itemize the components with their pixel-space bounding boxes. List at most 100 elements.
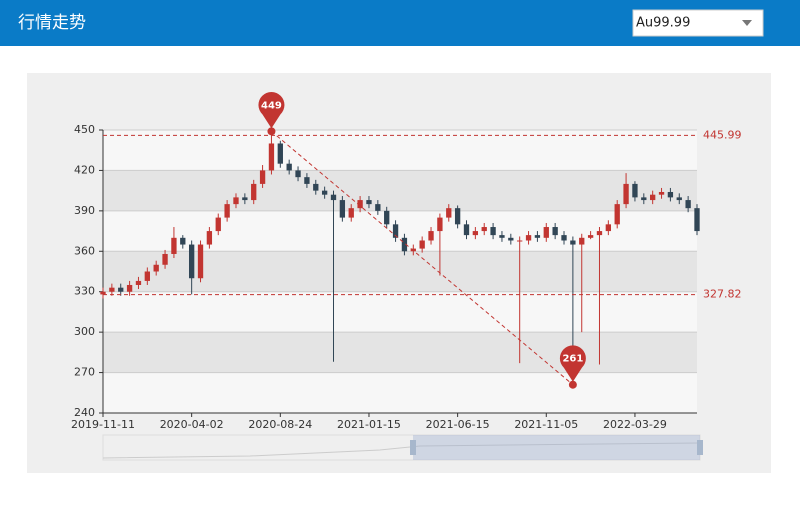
candle-body — [685, 200, 691, 209]
x-tick-label: 2022-03-29 — [603, 418, 667, 431]
candle-body — [490, 227, 496, 236]
candle-body — [162, 253, 168, 265]
candle-body — [641, 197, 647, 201]
candle-body — [251, 183, 257, 201]
zoom-handle[interactable] — [697, 440, 703, 455]
candle-body — [428, 231, 434, 241]
candle-body — [454, 208, 461, 225]
dropdown[interactable] — [632, 9, 764, 37]
candle-body — [375, 204, 381, 211]
candle-body — [286, 163, 292, 171]
mark-dot — [267, 127, 276, 136]
candle-body — [658, 191, 665, 195]
candle-body — [153, 264, 159, 272]
dropdown-value[interactable]: Au99.99 — [636, 16, 690, 31]
y-tick-label: 270 — [74, 366, 95, 379]
mark-line-label: 327.82 — [703, 288, 742, 301]
y-tick-label: 450 — [74, 123, 95, 136]
y-tick-label: 300 — [74, 325, 95, 338]
candle-body — [525, 235, 532, 241]
candle-body — [463, 224, 470, 236]
candle-body — [321, 190, 328, 195]
candle-body — [268, 143, 275, 171]
y-tick-label: 420 — [74, 163, 95, 176]
candle-body — [171, 237, 177, 254]
candle-body — [632, 183, 638, 198]
candle-body — [472, 231, 479, 236]
mark-pin-label: 449 — [261, 100, 282, 111]
candle-body — [579, 237, 585, 245]
candle-body — [667, 191, 674, 198]
y-tick-label: 330 — [74, 285, 95, 298]
candle-body — [330, 194, 337, 201]
candle-body — [543, 227, 549, 238]
candle-body — [561, 235, 567, 241]
x-tick-label: 2020-04-02 — [160, 418, 224, 431]
candle-body — [517, 240, 523, 242]
x-tick-label: 2019-11-11 — [71, 418, 135, 431]
candle-body — [242, 197, 248, 201]
candle-body — [437, 217, 443, 232]
candle-body — [366, 200, 372, 205]
candle-body — [605, 224, 612, 232]
candle-body — [419, 240, 425, 249]
candle-body — [499, 235, 505, 238]
candle-body — [144, 271, 150, 281]
candle-body — [118, 287, 124, 292]
mark-pin — [559, 345, 586, 382]
zoom-handle[interactable] — [410, 440, 416, 455]
candle-body — [215, 217, 221, 232]
candle-body — [295, 170, 301, 178]
candle-body — [109, 287, 115, 292]
mark-pin-label: 261 — [562, 354, 583, 365]
header-title: 行情走势 — [18, 13, 86, 33]
candle-body — [357, 200, 363, 209]
candle-body — [384, 210, 390, 225]
candle-body — [188, 244, 195, 279]
zoom-shadow — [102, 442, 701, 459]
candle-body — [401, 237, 408, 252]
candle-body — [233, 197, 239, 205]
candle-body — [676, 197, 682, 201]
candle-body — [596, 231, 603, 236]
trend-line — [271, 130, 574, 386]
candle-body — [650, 194, 656, 201]
grid-band — [103, 170, 697, 211]
candle-body — [348, 208, 354, 218]
x-tick-label: 2021-11-05 — [514, 418, 578, 431]
candle-body — [481, 227, 487, 232]
grid-band — [103, 332, 697, 373]
candle-body — [126, 284, 133, 292]
mark-dot — [568, 380, 577, 389]
candle-body — [392, 224, 399, 238]
candle-body — [197, 244, 204, 279]
candle-body — [623, 183, 629, 205]
candle-body — [224, 204, 230, 218]
mark-line-label: 445.99 — [703, 128, 742, 141]
candle-body — [180, 237, 186, 245]
candle-body — [534, 235, 541, 238]
candle-body — [277, 143, 283, 164]
mark-pin — [258, 91, 285, 129]
y-tick-label: 360 — [74, 244, 95, 257]
candle-body — [587, 235, 594, 238]
candle-body — [508, 237, 514, 241]
dropdown-arrow[interactable] — [742, 20, 752, 26]
candle-body — [100, 291, 106, 295]
candle-body — [446, 208, 452, 218]
x-tick-label: 2021-01-15 — [337, 418, 401, 431]
zoom-window[interactable] — [413, 435, 700, 460]
candle-body — [570, 240, 576, 245]
candle-body — [313, 183, 319, 191]
candle-body — [304, 177, 310, 184]
candle-body — [135, 280, 142, 285]
candle-body — [259, 170, 266, 184]
candle-body — [694, 208, 700, 232]
y-tick-label: 240 — [74, 406, 95, 419]
x-tick-label: 2020-08-24 — [248, 418, 312, 431]
x-tick-label: 2021-06-15 — [426, 418, 490, 431]
candle-body — [614, 204, 620, 225]
y-tick-label: 390 — [74, 204, 95, 217]
